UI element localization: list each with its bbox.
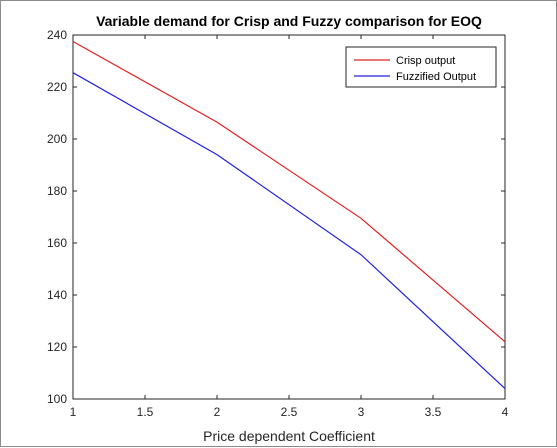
x-tick-label: 3 — [358, 405, 365, 419]
legend-label: Crisp output — [396, 55, 455, 67]
y-tick-label: 240 — [47, 28, 67, 42]
x-tick-label: 1 — [70, 405, 77, 419]
chart-title: Variable demand for Crisp and Fuzzy comp… — [96, 13, 482, 29]
series-line-crisp-output — [72, 40, 506, 343]
x-tick-label: 2.5 — [281, 405, 298, 419]
series-line-fuzzified-output — [72, 72, 506, 390]
x-tick-label: 3.5 — [425, 405, 442, 419]
y-tick-label: 100 — [47, 392, 67, 406]
x-tick-label: 2 — [214, 405, 221, 419]
legend-box — [345, 46, 497, 88]
axis-ticks: 1 1.5 2 2.5 3 3.5 4 100 120 140 160 180 200 220 240 — [47, 28, 509, 419]
x-axis-label: Price dependent Coefficient — [203, 428, 375, 444]
legend: Crisp output Fuzzified Output — [345, 46, 497, 88]
y-tick-label: 180 — [47, 184, 67, 198]
x-tick-label: 4 — [502, 405, 509, 419]
y-tick-label: 200 — [47, 132, 67, 146]
y-tick-label: 160 — [47, 236, 67, 250]
series-lines — [72, 40, 506, 390]
y-tick-label: 120 — [47, 340, 67, 354]
y-tick-label: 220 — [47, 80, 67, 94]
plot-area — [72, 34, 506, 400]
legend-label: Fuzzified Output — [396, 71, 476, 83]
y-tick-label: 140 — [47, 288, 67, 302]
x-tick-label: 1.5 — [137, 405, 154, 419]
